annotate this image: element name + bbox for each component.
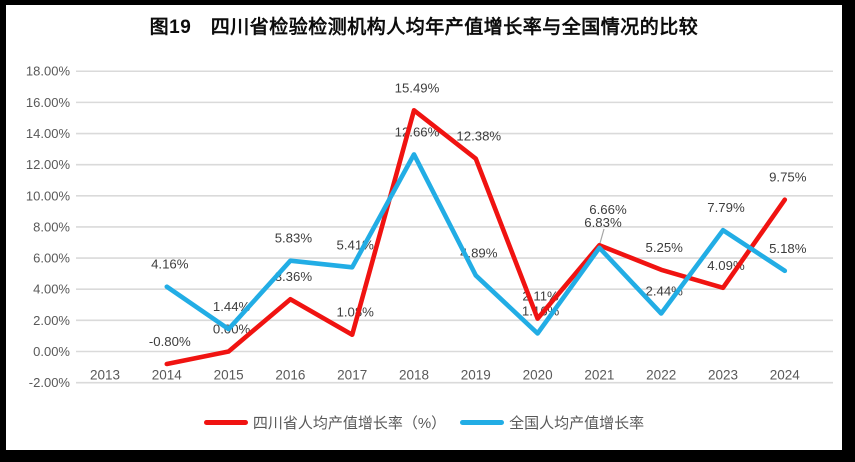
data-label: 4.16% bbox=[151, 257, 189, 272]
y-axis-tick-label: 14.00% bbox=[26, 126, 71, 141]
x-axis-label: 2018 bbox=[399, 368, 429, 383]
data-label: 9.75% bbox=[769, 170, 807, 185]
y-axis-tick-label: 4.00% bbox=[33, 282, 70, 297]
national-legend-label: 全国人均产值增长率 bbox=[509, 414, 645, 432]
data-label: 15.49% bbox=[395, 80, 440, 95]
legend-item-sichuan: 四川省人均产值增长率（%） bbox=[203, 412, 447, 433]
plot-svg: 18.00% 16.00% 14.00% 12.00% 10.00% 8.00% 6.00%… bbox=[26, 64, 833, 390]
data-label: 5.83% bbox=[275, 231, 313, 246]
y-axis-tick-label: 10.00% bbox=[26, 188, 71, 203]
sichuan-series-line bbox=[164, 108, 788, 367]
x-axis-label: 2023 bbox=[708, 368, 738, 383]
x-axis-label: 2024 bbox=[770, 368, 801, 383]
y-axis-tick-label: 12.00% bbox=[26, 157, 71, 172]
y-axis-tick-label: 6.00% bbox=[33, 251, 70, 266]
data-label: 5.25% bbox=[645, 240, 683, 255]
x-axis-label: 2021 bbox=[584, 368, 614, 383]
data-label: 5.18% bbox=[769, 241, 807, 256]
x-axis-label: 2022 bbox=[646, 368, 676, 383]
y-axis-tick-label: 18.00% bbox=[26, 64, 71, 79]
y-axis-tick-label: 2.00% bbox=[33, 313, 70, 328]
data-label: 3.36% bbox=[275, 269, 313, 284]
national-series-line bbox=[164, 152, 788, 336]
data-label: 6.83% bbox=[584, 215, 622, 230]
data-label: 1.08% bbox=[336, 305, 374, 320]
x-axis-label: 2016 bbox=[275, 368, 305, 383]
y-axis-tick-label: 16.00% bbox=[26, 95, 71, 110]
y-axis-tick-label: 0.00% bbox=[33, 344, 70, 359]
legend: 四川省人均产值增长率（%） 全国人均产值增长率 bbox=[6, 412, 842, 432]
data-label: 1.44% bbox=[213, 299, 251, 314]
x-axis-label: 2013 bbox=[90, 368, 120, 383]
chart-title: 图19 四川省检验检测机构人均年产值增长率与全国情况的比较 bbox=[149, 17, 699, 38]
x-axis-label: 2020 bbox=[523, 368, 553, 383]
data-label: 6.66% bbox=[589, 202, 627, 217]
legend-item-national: 全国人均产值增长率 bbox=[460, 412, 644, 433]
data-label: 7.79% bbox=[707, 200, 745, 215]
sichuan-line-marker-icon bbox=[203, 419, 248, 425]
label-leader-line bbox=[598, 228, 605, 246]
x-axis-label: 2014 bbox=[152, 368, 183, 383]
x-axis-label: 2015 bbox=[214, 368, 244, 383]
data-label: -0.80% bbox=[149, 334, 191, 349]
x-axis-label: 2019 bbox=[461, 368, 491, 383]
x-axis-label: 2017 bbox=[337, 368, 367, 383]
chart-canvas: 图19 四川省检验检测机构人均年产值增长率与全国情况的比较 18.00% 16.0… bbox=[6, 5, 842, 450]
sichuan-legend-label: 四川省人均产值增长率（%） bbox=[252, 414, 447, 432]
y-axis-tick-label: -2.00% bbox=[29, 375, 71, 390]
data-label: 4.89% bbox=[460, 245, 498, 260]
national-line-marker-icon bbox=[460, 419, 505, 425]
y-axis-tick-label: 8.00% bbox=[33, 219, 70, 234]
data-label: 12.38% bbox=[456, 129, 501, 144]
